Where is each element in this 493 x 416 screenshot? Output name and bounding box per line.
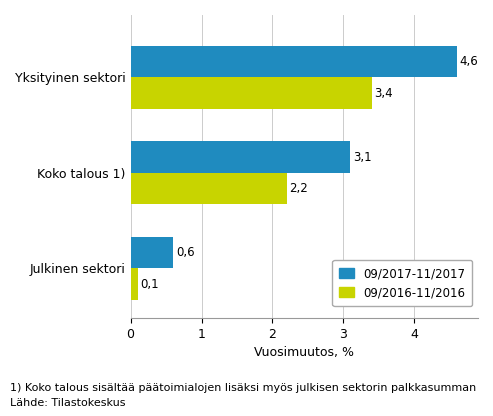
Text: 2,2: 2,2 (289, 182, 308, 195)
Bar (131, 173, 286, 204)
Bar (131, 237, 173, 268)
Text: Lähde: Tilastokeskus: Lähde: Tilastokeskus (10, 398, 125, 408)
Bar (131, 268, 138, 300)
Text: 1) Koko talous sisältää päätoimialojen lisäksi myös julkisen sektorin palkkasumm: 1) Koko talous sisältää päätoimialojen l… (10, 383, 476, 393)
Bar (131, 77, 372, 109)
Text: 3,1: 3,1 (353, 151, 372, 163)
Text: 3,4: 3,4 (375, 87, 393, 99)
Text: 4,6: 4,6 (459, 55, 478, 68)
Bar (131, 141, 351, 173)
Legend: 09/2017-11/2017, 09/2016-11/2016: 09/2017-11/2017, 09/2016-11/2016 (332, 260, 472, 306)
Text: 0,1: 0,1 (141, 277, 159, 290)
Bar (131, 46, 457, 77)
Text: 0,6: 0,6 (176, 246, 195, 259)
X-axis label: Vuosimuutos, %: Vuosimuutos, % (254, 347, 354, 359)
